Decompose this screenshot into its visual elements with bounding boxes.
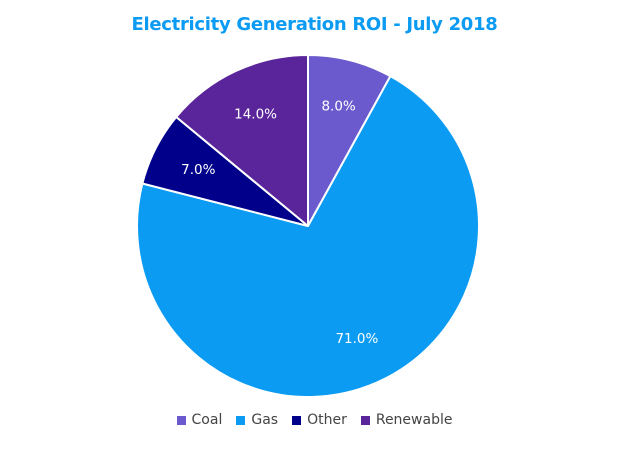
legend-label: Renewable: [375, 412, 453, 428]
legend-swatch: [236, 415, 246, 425]
slice-label-renewable: 14.0%: [234, 107, 277, 123]
pie-slice-renewable[interactable]: [175, 54, 309, 227]
legend-label: Gas: [251, 412, 279, 428]
chart-title: Electricity Generation ROI - July 2018: [131, 14, 498, 35]
legend-item-other[interactable]: Other: [292, 412, 347, 428]
legend-swatch: [292, 415, 302, 425]
legend-item-gas[interactable]: Gas: [236, 412, 278, 428]
legend-swatch: [360, 415, 370, 425]
legend-swatch: [176, 415, 186, 425]
slice-label-coal: 8.0%: [321, 99, 355, 115]
pie-slice-gas[interactable]: [136, 75, 480, 398]
legend-label: Coal: [191, 412, 223, 428]
legend-item-coal[interactable]: Coal: [176, 412, 223, 428]
legend-item-renewable[interactable]: Renewable: [360, 412, 453, 428]
legend-label: Other: [307, 412, 347, 428]
chart-legend: Coal Gas Other Renewable: [0, 412, 629, 428]
slice-label-gas: 71.0%: [335, 331, 378, 347]
slice-label-other: 7.0%: [181, 162, 215, 178]
